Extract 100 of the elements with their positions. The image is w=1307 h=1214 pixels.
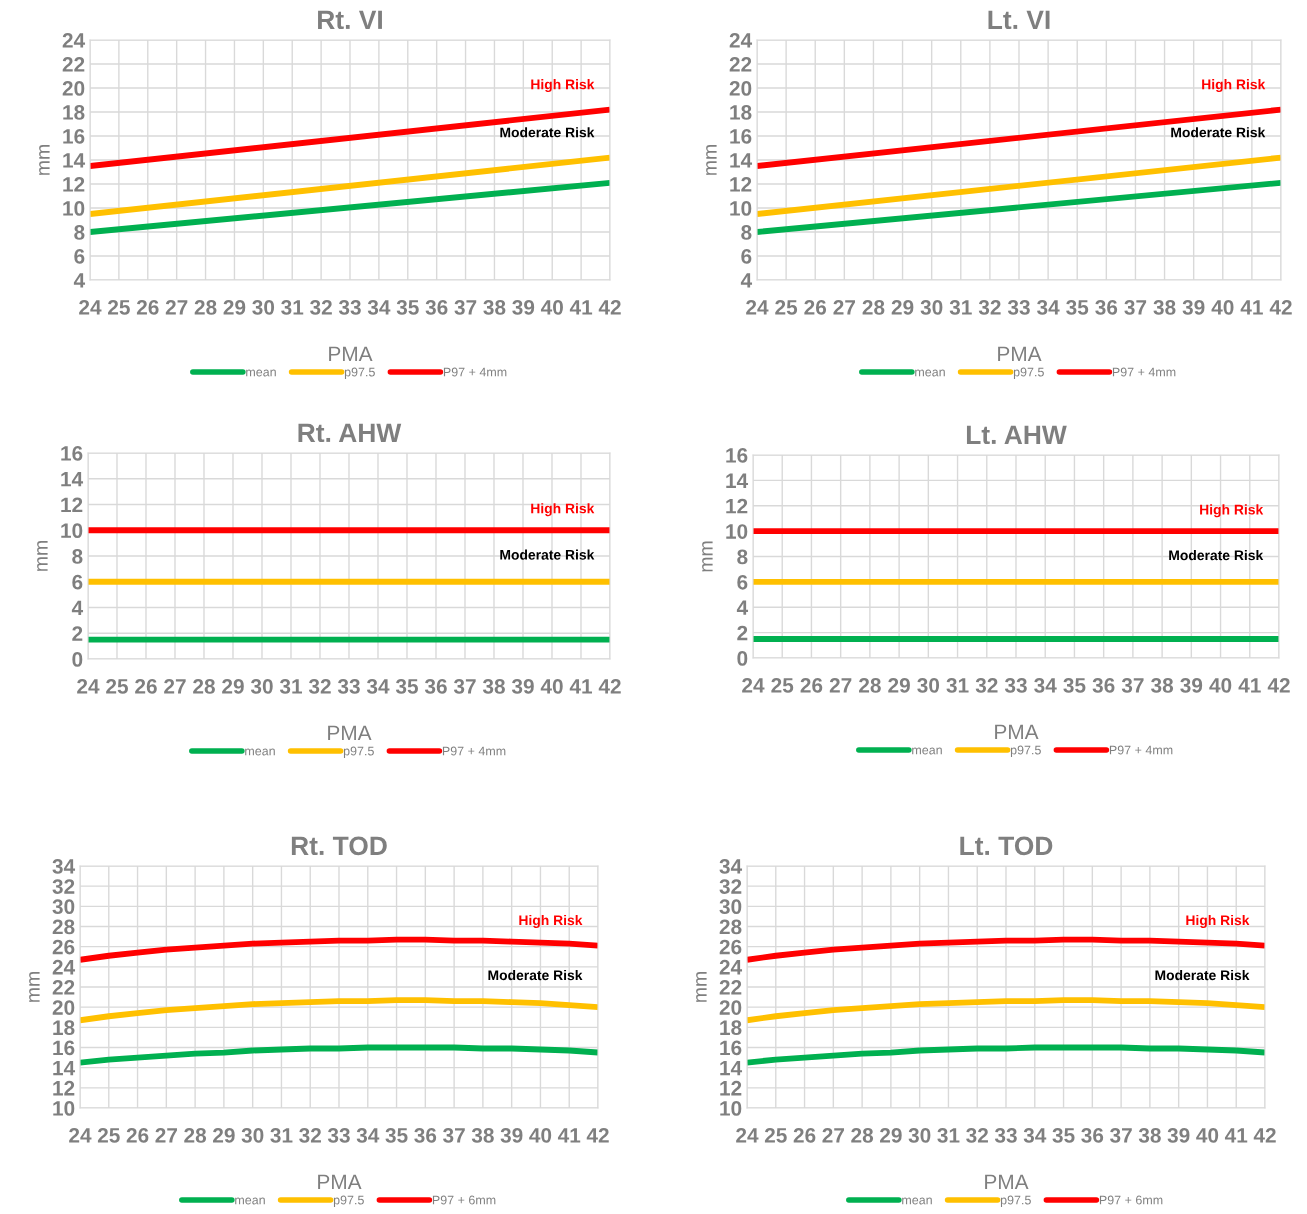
- y-tick-label: 16: [61, 446, 83, 461]
- x-tick-label: 39: [511, 678, 534, 694]
- y-tick-label: 24: [729, 33, 753, 48]
- x-tick-label: 28: [851, 1127, 874, 1143]
- y-tick-label: 18: [63, 105, 85, 120]
- y-tick-label: 32: [719, 879, 742, 894]
- y-tick-label: 18: [53, 1020, 75, 1036]
- x-tick-label: 30: [241, 1127, 264, 1143]
- x-tick-label: 32: [308, 678, 331, 694]
- x-tick-label: 41: [569, 300, 593, 315]
- y-tick-label: 14: [726, 473, 749, 488]
- x-tick-label: 27: [164, 678, 186, 694]
- x-tick-label: 35: [396, 299, 419, 315]
- x-tick-label: 26: [800, 677, 823, 693]
- x-tick-label: 25: [108, 299, 130, 315]
- x-tick-label: 33: [338, 299, 361, 315]
- x-tick-label: 35: [385, 1127, 408, 1143]
- legend-label: mean: [912, 747, 942, 755]
- x-axis-title: PMA: [329, 346, 373, 362]
- y-tick-label: 16: [63, 129, 85, 144]
- y-tick-label: 14: [730, 153, 753, 168]
- x-tick-label: 26: [135, 678, 157, 694]
- y-tick-label: 10: [720, 1101, 742, 1116]
- y-tick-label: 8: [737, 549, 748, 565]
- y-tick-label: 16: [53, 1040, 75, 1056]
- x-tick-label: 36: [424, 678, 447, 694]
- legend-label: mean: [246, 369, 276, 377]
- y-tick-label: 32: [52, 879, 75, 894]
- x-tick-label: 26: [136, 299, 159, 315]
- x-axis-title: PMA: [995, 724, 1039, 740]
- chart-title: Lt. VI: [988, 10, 1050, 30]
- x-tick-label: 29: [213, 1127, 235, 1143]
- x-tick-label: 25: [764, 1127, 787, 1143]
- x-tick-label: 38: [1151, 677, 1174, 693]
- annotation: High Risk: [1200, 504, 1264, 518]
- annotation: Moderate Risk: [500, 549, 595, 560]
- x-tick-label: 37: [1110, 1127, 1132, 1143]
- y-tick-label: 2: [737, 625, 748, 641]
- x-tick-label: 41: [1238, 678, 1261, 693]
- y-tick-label: 10: [63, 201, 85, 216]
- x-tick-label: 38: [1153, 299, 1176, 315]
- x-tick-label: 38: [1138, 1127, 1161, 1143]
- x-tick-label: 35: [1063, 677, 1086, 693]
- annotation: Moderate Risk: [500, 127, 595, 138]
- x-tick-label: 37: [454, 299, 477, 315]
- y-tick-label: 10: [726, 524, 748, 539]
- y-tick-label: 24: [719, 959, 743, 975]
- x-tick-label: 30: [908, 1127, 931, 1143]
- x-tick-label: 25: [97, 1127, 120, 1143]
- x-tick-label: 32: [966, 1127, 988, 1143]
- y-tick-label: 6: [72, 574, 83, 590]
- y-tick-label: 24: [62, 33, 86, 48]
- y-tick-label: 8: [72, 549, 83, 564]
- annotation: High Risk: [531, 503, 595, 517]
- x-tick-label: 31: [270, 1127, 293, 1143]
- y-tick-label: 26: [719, 939, 742, 955]
- y-tick-label: 14: [61, 471, 84, 487]
- x-tick-label: 30: [917, 677, 940, 693]
- x-tick-label: 39: [1167, 1127, 1190, 1143]
- legend-label: P97 + 4mm: [443, 367, 507, 377]
- x-tick-label: 32: [975, 677, 998, 693]
- x-tick-label: 27: [833, 299, 856, 315]
- y-tick-label: 34: [719, 859, 743, 874]
- x-tick-label: 34: [367, 299, 391, 315]
- x-tick-label: 28: [862, 299, 885, 315]
- x-tick-label: 41: [557, 1128, 581, 1143]
- x-axis-title: PMA: [985, 1174, 1029, 1190]
- x-tick-label: 30: [252, 299, 275, 315]
- y-tick-label: 4: [740, 273, 753, 288]
- annotation: High Risk: [1186, 914, 1250, 928]
- annotation: Moderate Risk: [1155, 969, 1250, 981]
- x-tick-label: 28: [194, 299, 217, 315]
- y-tick-label: 16: [726, 448, 748, 463]
- x-tick-label: 26: [126, 1127, 149, 1143]
- y-tick-label: 10: [730, 201, 752, 216]
- x-tick-label: 40: [1196, 1127, 1219, 1143]
- x-tick-label: 35: [1052, 1127, 1075, 1143]
- legend-label: mean: [235, 1197, 265, 1205]
- x-tick-label: 30: [920, 299, 943, 315]
- legend-label: p97.5: [343, 746, 374, 758]
- y-tick-label: 22: [729, 57, 752, 72]
- y-tick-label: 22: [62, 57, 85, 72]
- x-tick-label: 27: [165, 299, 188, 315]
- legend-label: p97.5: [1013, 367, 1044, 379]
- y-tick-label: 14: [63, 153, 86, 168]
- x-axis-title: PMA: [328, 725, 372, 741]
- x-tick-label: 41: [1240, 300, 1263, 315]
- x-axis-title: PMA: [318, 1174, 362, 1190]
- x-tick-label: 31: [949, 299, 972, 315]
- legend-label: p97.5: [1010, 745, 1041, 757]
- y-tick-label: 34: [52, 859, 76, 874]
- y-tick-label: 12: [720, 1080, 742, 1096]
- y-tick-label: 20: [52, 1000, 75, 1015]
- y-tick-label: 12: [61, 497, 83, 513]
- annotation: Moderate Risk: [1171, 127, 1266, 138]
- x-tick-label: 40: [529, 1127, 552, 1143]
- x-tick-label: 25: [106, 678, 129, 694]
- x-tick-label: 25: [771, 677, 794, 693]
- legend-label: mean: [902, 1197, 932, 1205]
- chart-title: Rt. VI: [318, 10, 382, 30]
